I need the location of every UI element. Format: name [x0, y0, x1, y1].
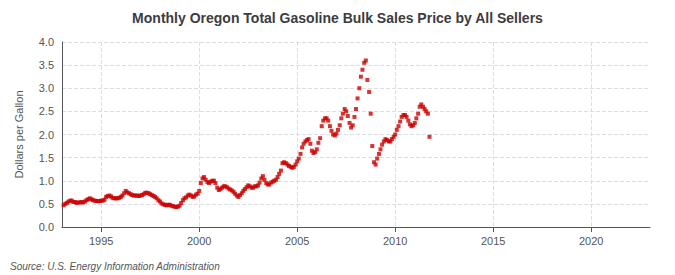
svg-text:Monthly Oregon Total Gasoline: Monthly Oregon Total Gasoline Bulk Sales…	[132, 10, 543, 26]
svg-text:1995: 1995	[89, 235, 113, 247]
svg-text:4.0: 4.0	[39, 36, 54, 48]
svg-text:Source: U.S. Energy Informatio: Source: U.S. Energy Information Administ…	[10, 261, 220, 272]
svg-text:2015: 2015	[481, 235, 505, 247]
svg-text:3.5: 3.5	[39, 59, 54, 71]
svg-text:3.0: 3.0	[39, 82, 54, 94]
svg-text:0.0: 0.0	[39, 221, 54, 233]
svg-text:2.0: 2.0	[39, 129, 54, 141]
svg-text:0.5: 0.5	[39, 198, 54, 210]
svg-text:2010: 2010	[383, 235, 407, 247]
svg-text:2000: 2000	[187, 235, 211, 247]
svg-text:2.5: 2.5	[39, 105, 54, 117]
svg-text:2020: 2020	[579, 235, 603, 247]
svg-text:Dollars per Gallon: Dollars per Gallon	[13, 90, 25, 178]
svg-text:2005: 2005	[285, 235, 309, 247]
svg-text:1.5: 1.5	[39, 152, 54, 164]
svg-text:1.0: 1.0	[39, 175, 54, 187]
